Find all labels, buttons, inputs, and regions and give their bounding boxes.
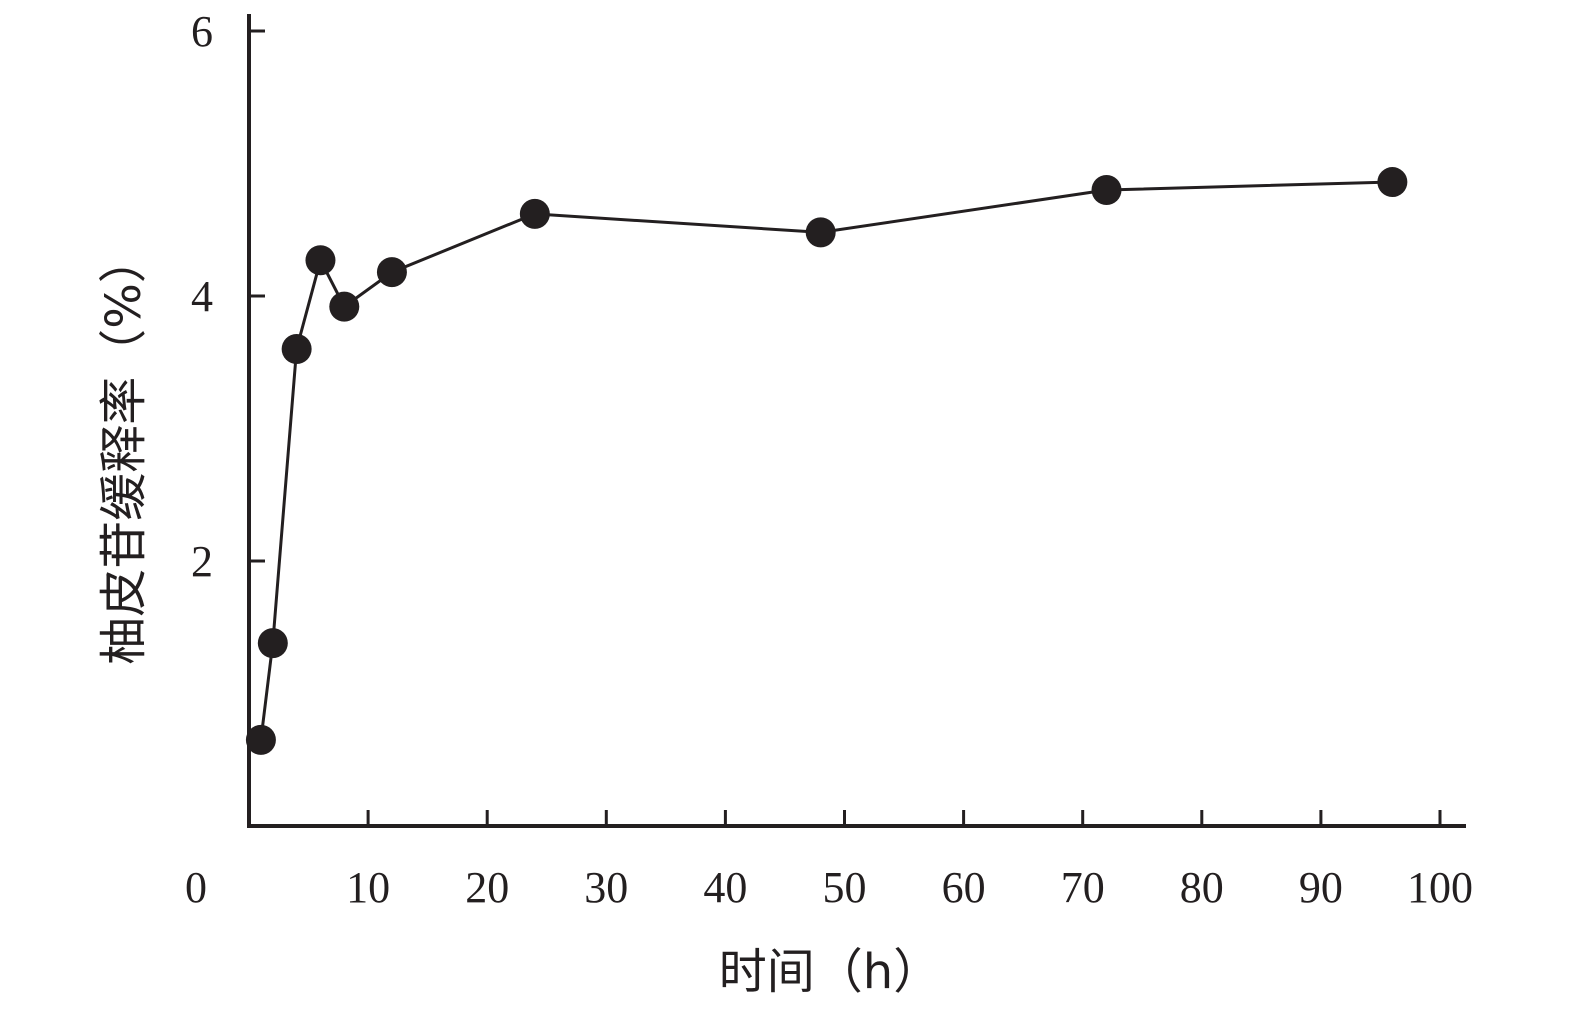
data-point <box>257 628 288 659</box>
data-point <box>805 217 836 248</box>
data-point <box>1377 167 1408 198</box>
x-tick-label: 60 <box>942 863 986 912</box>
data-point <box>1091 175 1122 205</box>
x-tick-label: 20 <box>465 863 509 912</box>
y-ticks: 2 4 6 <box>191 7 265 586</box>
x-tick-label: 80 <box>1180 863 1224 912</box>
series-layer <box>245 167 1408 755</box>
y-tick-label: 6 <box>191 7 213 56</box>
x-tick-label: 40 <box>703 863 747 912</box>
data-point <box>245 724 276 755</box>
y-tick-label: 2 <box>191 537 213 586</box>
data-point <box>281 334 312 364</box>
x-ticks: 0 10 20 30 40 50 60 70 80 90 100 <box>185 810 1473 912</box>
x-tick-label: 100 <box>1407 863 1473 912</box>
x-tick-label: 50 <box>823 863 867 912</box>
x-tick-label: 10 <box>346 863 390 912</box>
x-tick-label: 70 <box>1061 863 1105 912</box>
x-axis-title: 时间（h） <box>719 944 941 1000</box>
data-point <box>305 245 336 276</box>
data-point <box>519 198 550 229</box>
data-point <box>376 257 407 288</box>
y-axis-title: 柚皮苷缓释率（%） <box>96 235 152 665</box>
x-tick-label: 30 <box>584 863 628 912</box>
axes <box>247 14 1466 828</box>
data-point <box>329 291 360 322</box>
y-tick-label: 4 <box>191 272 213 321</box>
x-tick-label: 0 <box>185 863 207 912</box>
x-tick-label: 90 <box>1299 863 1343 912</box>
series-line <box>259 180 1393 741</box>
